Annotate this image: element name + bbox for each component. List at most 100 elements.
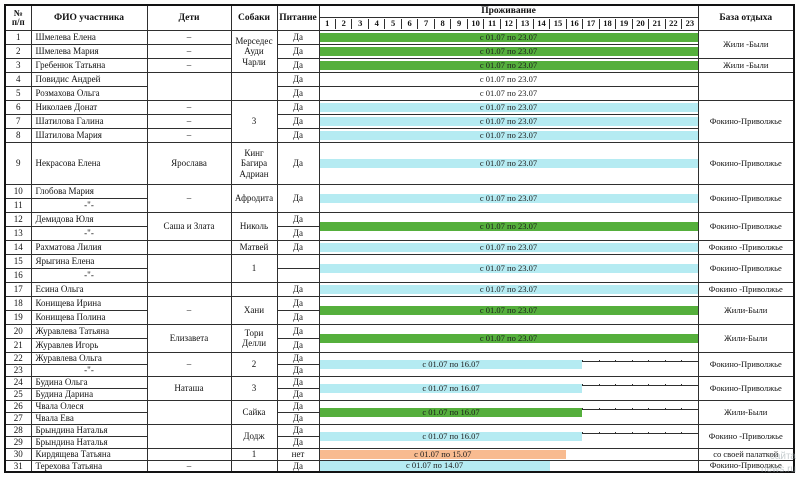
table-row: 30 Кирдящева Татьяна 1 нет с 01.07 по 15.07 с… [4, 447, 795, 461]
empty-day-cell [648, 431, 664, 433]
children-cell [146, 447, 232, 461]
food-cell: Да [276, 225, 320, 241]
recreation-base-cell: Жили-Были [697, 399, 795, 425]
children-cell: – [146, 57, 232, 73]
children-cell: – [146, 295, 232, 325]
participant-name-cell: Демидова Юля [30, 211, 148, 227]
food-cell: нет [276, 447, 320, 461]
food-cell: Да [276, 337, 320, 353]
empty-day-cell [631, 407, 648, 409]
table-row: 18 Конищева Ирина – Хани Да с 01.07 по 23.07 Ж… [4, 295, 795, 325]
stay-period-bar: с 01.07 по 23.07 [320, 46, 697, 57]
table-row: 25 Будина Дарина Да [4, 387, 794, 401]
column-header-children: Дети [146, 4, 232, 31]
dogs-cell: Кинг Багира Адриан [230, 141, 278, 185]
table-row: 24 Будина Ольга Наташа 3 Да с 01.07 по 16.07 Ф… [4, 375, 795, 401]
table-row: 2 Шмелева Мария – Да с 01.07 по 23.07 [4, 43, 794, 59]
stay-period-bar: с 01.07 по 23.07 [320, 32, 697, 43]
recreation-base-cell: со своей палаткой [697, 447, 795, 461]
table-row: 1 Шмелева Елена – Мерседес Ауди Чарли Да с 01… [4, 29, 795, 73]
food-cell: Да [276, 295, 320, 311]
participant-name-cell: Брындина Наталья [30, 435, 148, 449]
stay-period-bar: с 01.07 по 23.07 [320, 193, 697, 204]
participant-name-cell: Конищева Ирина [30, 295, 148, 311]
stay-period-bar: с 01.07 по 23.07 [320, 158, 697, 169]
empty-day-cell [631, 384, 649, 386]
participant-name-cell: Будина Ольга [30, 375, 148, 389]
row-number-cell: 27 [4, 411, 32, 425]
food-cell: Да [276, 71, 320, 87]
empty-day-cell [648, 383, 664, 385]
empty-day-cell [582, 407, 598, 409]
participant-name-cell: Повидис Андрей [30, 71, 148, 87]
row-number-cell: 31 [4, 459, 32, 473]
day-tick: 9 [450, 18, 466, 29]
dogs-cell: 3 [230, 99, 278, 143]
food-cell: Да [276, 323, 320, 339]
empty-day-cell [615, 359, 631, 361]
children-cell: Наташа [146, 375, 232, 401]
stay-period-track: с 01.07 по 23.07 [320, 333, 697, 344]
stay-period-cell: с 01.07 по 23.07 [318, 29, 699, 45]
empty-day-cell [631, 431, 648, 433]
empty-day-cell [598, 432, 616, 434]
participant-name-cell: Розмахова Ольга [30, 85, 148, 101]
stay-period-cell: с 01.07 по 23.07 [318, 71, 699, 87]
stay-period-bar: с 01.07 по 23.07 [320, 116, 697, 127]
day-tick: 8 [433, 18, 450, 29]
food-cell: Да [276, 351, 320, 365]
table-row: 28 Брындина Наталья Додж Да с 01.07 по 16.07… [4, 423, 795, 449]
recreation-base-cell: Жили -Были [697, 29, 795, 59]
row-number-cell: 23 [4, 363, 32, 377]
stay-period-track: с 01.07 по 23.07 [320, 193, 697, 204]
recreation-base-cell: Фокино-Приволжье [697, 375, 795, 401]
food-cell: Да [276, 43, 320, 59]
dogs-cell: Додж [230, 423, 278, 449]
stay-period-track: с 01.07 по 15.07 [320, 449, 697, 460]
row-number-cell: 29 [4, 435, 32, 449]
column-header-food: Питание [276, 4, 320, 31]
dogs-cell: Афродита [230, 183, 278, 213]
empty-day-cell [582, 383, 598, 385]
row-number-cell: 25 [4, 387, 32, 401]
day-tick: 20 [631, 18, 648, 29]
empty-day-cell [664, 359, 681, 361]
empty-day-cell [598, 384, 616, 386]
scanned-participants-sheet: № п/п ФИО участника Дети Собаки Питание … [0, 4, 800, 480]
stay-period-cell: с 01.07 по 16.07 [318, 399, 699, 425]
empty-day-grid [582, 359, 697, 362]
row-number-cell: 5 [4, 85, 32, 101]
recreation-base-cell: Жили-Были [697, 323, 795, 353]
empty-day-cell [631, 432, 649, 434]
children-cell [146, 423, 232, 449]
stay-period-bar: с 01.07 по 23.07 [320, 221, 697, 232]
day-tick: 19 [615, 18, 631, 29]
participant-name-cell: Гребенюк Татьяна [30, 57, 148, 73]
empty-day-cell [582, 408, 599, 410]
children-cell: Саша и Злата [146, 211, 232, 241]
food-cell: Да [276, 127, 320, 143]
column-header-dogs: Собаки [230, 4, 278, 31]
row-number-cell: 3 [4, 57, 32, 73]
row-number-cell: 16 [4, 267, 32, 283]
participant-name-cell: Брындина Наталья [30, 423, 148, 437]
empty-day-cell [598, 407, 615, 409]
stay-period-bar: с 01.07 по 15.07 [320, 449, 567, 460]
stay-period-cell: с 01.07 по 23.07 [318, 141, 699, 185]
dogs-cell: 2 [230, 351, 278, 377]
empty-day-cell [648, 359, 664, 361]
recreation-base-cell: Фокино-Приволжье [697, 211, 795, 241]
children-cell: – [146, 459, 232, 473]
stay-period-bar: с 01.07 по 16.07 [320, 407, 583, 418]
empty-day-cell [582, 431, 598, 433]
participant-name-cell: Журавлева Татьяна [30, 323, 148, 339]
stay-period-bar: с 01.07 по 14.07 [320, 461, 550, 472]
stay-period-bar: с 01.07 по 23.07 [320, 263, 697, 274]
empty-day-cell [681, 432, 697, 434]
food-cell: Да [276, 281, 320, 297]
stay-period-bar: с 01.07 по 23.07 [320, 130, 697, 141]
day-numbers-row: 1 2 3 4 5 6 7 8 9 10 11 12 13 14 15 16 17 18 19 20 21 22 23 [320, 18, 697, 29]
participant-name-cell: -"- [30, 267, 148, 283]
row-number-cell: 21 [4, 337, 32, 353]
stay-period-cell: с 01.07 по 16.07 [318, 351, 699, 377]
